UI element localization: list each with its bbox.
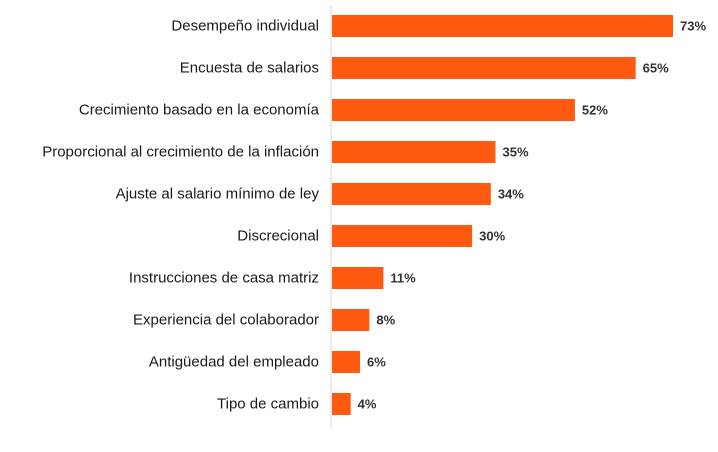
value-label: 34%	[498, 187, 524, 202]
bar	[332, 57, 636, 79]
category-label: Tipo de cambio	[217, 396, 319, 413]
bar	[332, 351, 361, 373]
value-label: 73%	[680, 19, 706, 34]
category-label: Encuesta de salarios	[180, 60, 319, 77]
value-label: 65%	[643, 61, 669, 76]
value-label: 11%	[390, 271, 416, 286]
bar	[332, 225, 473, 247]
category-label: Proporcional al crecimiento de la inflac…	[42, 144, 319, 161]
category-labels-group: Desempeño individual Encuesta de salarios…	[42, 18, 319, 413]
bar	[332, 267, 384, 289]
value-label: 52%	[582, 103, 608, 118]
category-label: Antigüedad del empleado	[149, 354, 319, 371]
bar	[332, 99, 575, 121]
bar	[332, 141, 496, 163]
value-label: 4%	[358, 397, 377, 412]
bar	[332, 15, 673, 37]
value-label: 6%	[367, 355, 386, 370]
bars-group	[332, 15, 673, 415]
category-label: Discrecional	[237, 228, 319, 245]
bar	[332, 393, 351, 415]
value-label: 8%	[376, 313, 395, 328]
category-label: Instrucciones de casa matriz	[129, 270, 319, 287]
category-label: Ajuste al salario mínimo de ley	[116, 186, 320, 203]
category-label: Experiencia del colaborador	[133, 312, 319, 329]
value-label: 30%	[479, 229, 505, 244]
bar	[332, 183, 491, 205]
category-label: Desempeño individual	[171, 18, 319, 35]
bar	[332, 309, 370, 331]
value-label: 35%	[502, 145, 528, 160]
category-label: Crecimiento basado en la economía	[79, 102, 320, 119]
value-labels-group: 73% 65% 52% 35% 34% 30% 11% 8% 6% 4%	[358, 19, 707, 412]
